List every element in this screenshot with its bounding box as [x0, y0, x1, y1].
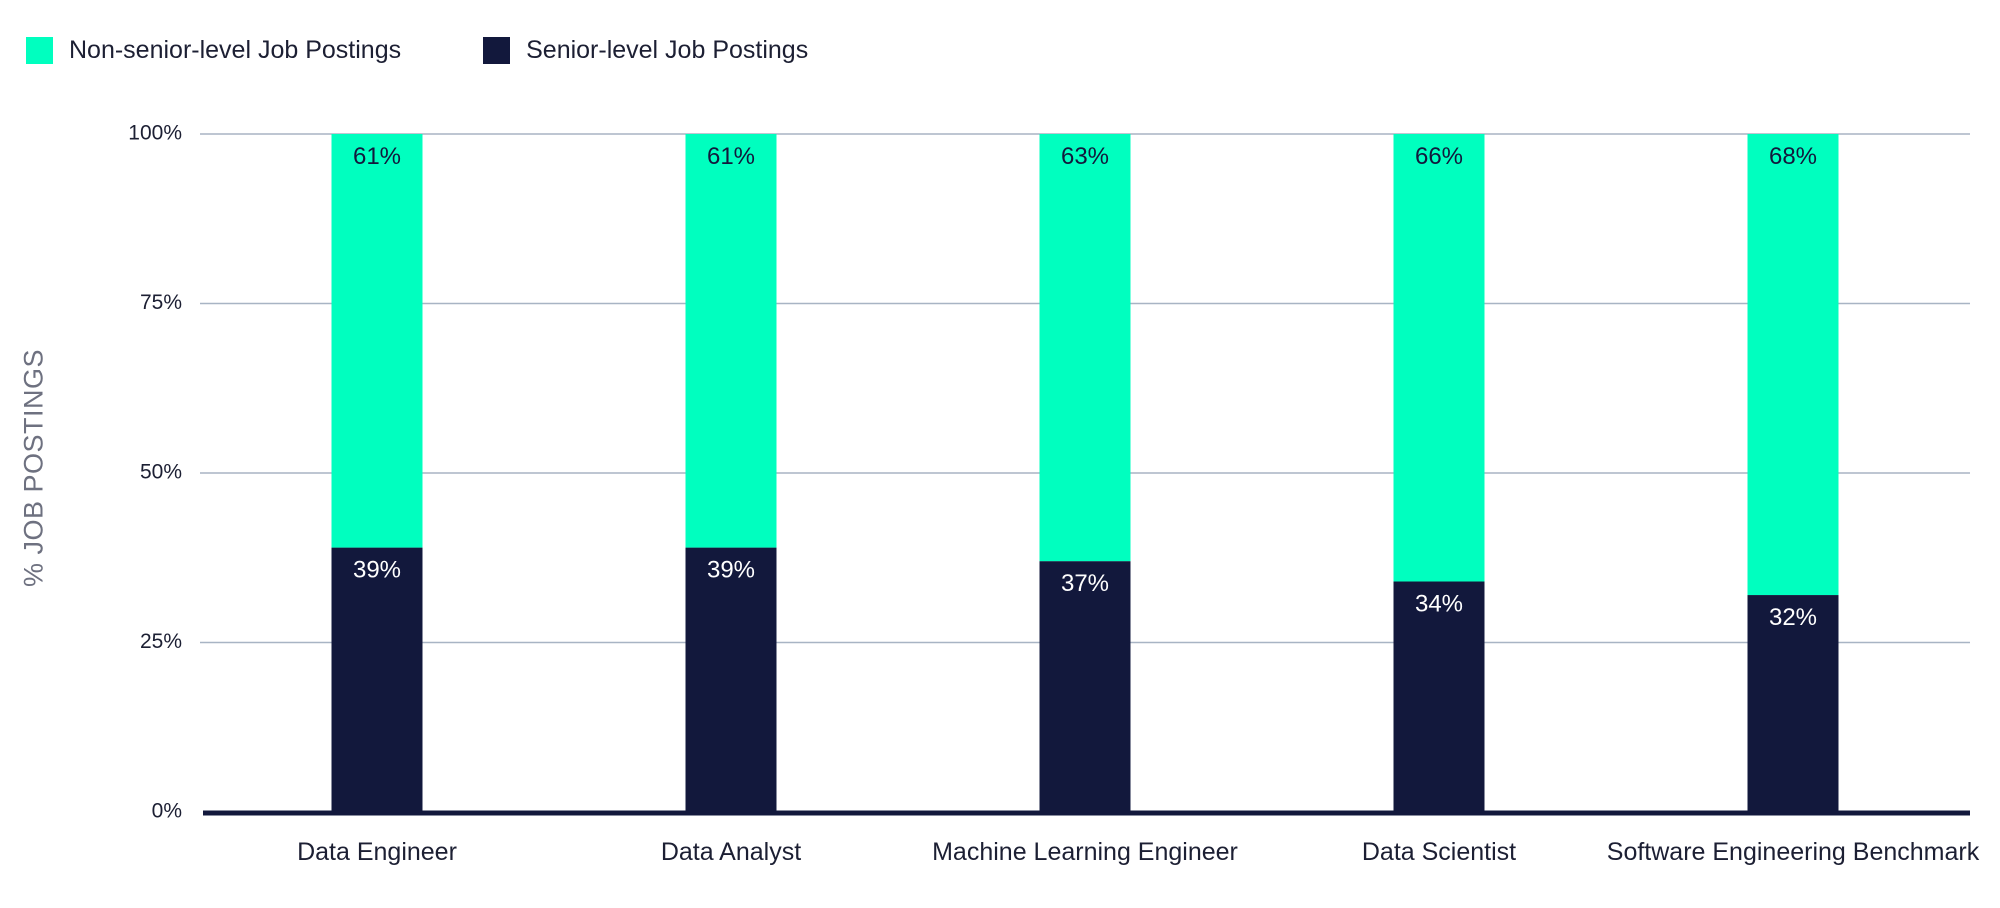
- bar-non-senior: [1747, 134, 1839, 596]
- data-label-senior: 37%: [1061, 570, 1109, 597]
- x-tick-label: Machine Learning Engineer: [932, 838, 1238, 866]
- x-tick-label: Data Analyst: [661, 838, 801, 866]
- data-label-non-senior: 61%: [353, 143, 401, 170]
- data-label-senior: 39%: [707, 557, 755, 584]
- y-tick-label: 0%: [152, 800, 182, 823]
- bar-senior: [1747, 595, 1839, 812]
- y-tick-label: 75%: [140, 291, 182, 314]
- data-label-non-senior: 61%: [707, 143, 755, 170]
- legend-item-non-senior: Non-senior-level Job Postings: [26, 36, 401, 65]
- x-tick-label: Data Scientist: [1362, 838, 1516, 866]
- legend-swatch-senior: [483, 37, 511, 64]
- data-label-non-senior: 68%: [1769, 143, 1817, 170]
- bar-non-senior: [1393, 134, 1485, 582]
- legend-item-senior: Senior-level Job Postings: [483, 36, 808, 65]
- y-tick-label: 25%: [140, 630, 182, 653]
- x-tick-label: Data Engineer: [297, 838, 457, 866]
- bar-senior: [331, 547, 423, 812]
- bar-non-senior: [685, 134, 777, 548]
- bar-senior: [1393, 581, 1485, 812]
- data-label-senior: 34%: [1415, 590, 1463, 617]
- y-tick-label: 100%: [128, 122, 182, 145]
- bar-senior: [1039, 561, 1131, 812]
- y-tick-label: 50%: [140, 461, 182, 484]
- legend-label-senior: Senior-level Job Postings: [526, 36, 809, 64]
- bar-non-senior: [1039, 134, 1131, 562]
- data-label-non-senior: 63%: [1061, 143, 1109, 170]
- x-tick-label: Software Engineering Benchmark: [1607, 838, 1980, 866]
- bar-non-senior: [331, 134, 423, 548]
- bar-senior: [685, 547, 777, 812]
- legend: Non-senior-level Job Postings Senior-lev…: [26, 36, 808, 65]
- legend-swatch-non-senior: [26, 37, 53, 64]
- data-label-non-senior: 66%: [1415, 143, 1463, 170]
- legend-label-non-senior: Non-senior-level Job Postings: [69, 36, 402, 64]
- data-label-senior: 32%: [1769, 604, 1817, 631]
- data-label-senior: 39%: [353, 557, 401, 584]
